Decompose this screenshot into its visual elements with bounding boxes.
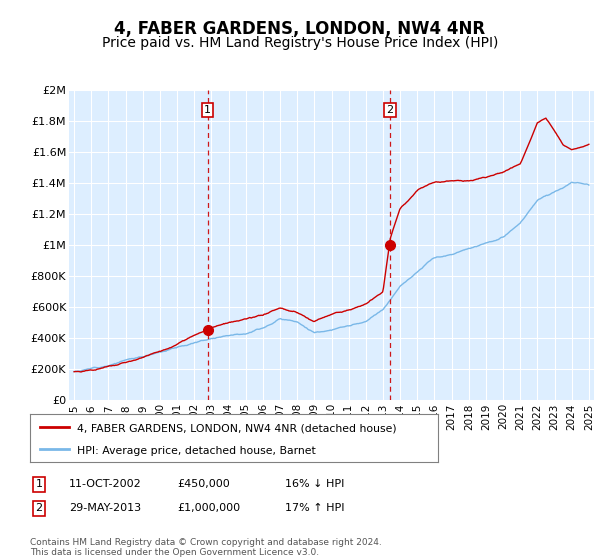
Text: £450,000: £450,000 xyxy=(177,479,230,489)
Text: £1,000,000: £1,000,000 xyxy=(177,503,240,514)
Text: 1: 1 xyxy=(204,105,211,115)
Text: 17% ↑ HPI: 17% ↑ HPI xyxy=(285,503,344,514)
Text: 11-OCT-2002: 11-OCT-2002 xyxy=(69,479,142,489)
Text: Contains HM Land Registry data © Crown copyright and database right 2024.
This d: Contains HM Land Registry data © Crown c… xyxy=(30,538,382,557)
Text: 2: 2 xyxy=(386,105,394,115)
Text: 16% ↓ HPI: 16% ↓ HPI xyxy=(285,479,344,489)
Text: 2: 2 xyxy=(35,503,43,514)
Text: 4, FABER GARDENS, LONDON, NW4 4NR: 4, FABER GARDENS, LONDON, NW4 4NR xyxy=(115,20,485,38)
Text: 4, FABER GARDENS, LONDON, NW4 4NR (detached house): 4, FABER GARDENS, LONDON, NW4 4NR (detac… xyxy=(77,424,397,433)
Text: 29-MAY-2013: 29-MAY-2013 xyxy=(69,503,141,514)
Text: 1: 1 xyxy=(35,479,43,489)
Text: HPI: Average price, detached house, Barnet: HPI: Average price, detached house, Barn… xyxy=(77,446,316,456)
Text: Price paid vs. HM Land Registry's House Price Index (HPI): Price paid vs. HM Land Registry's House … xyxy=(102,36,498,50)
